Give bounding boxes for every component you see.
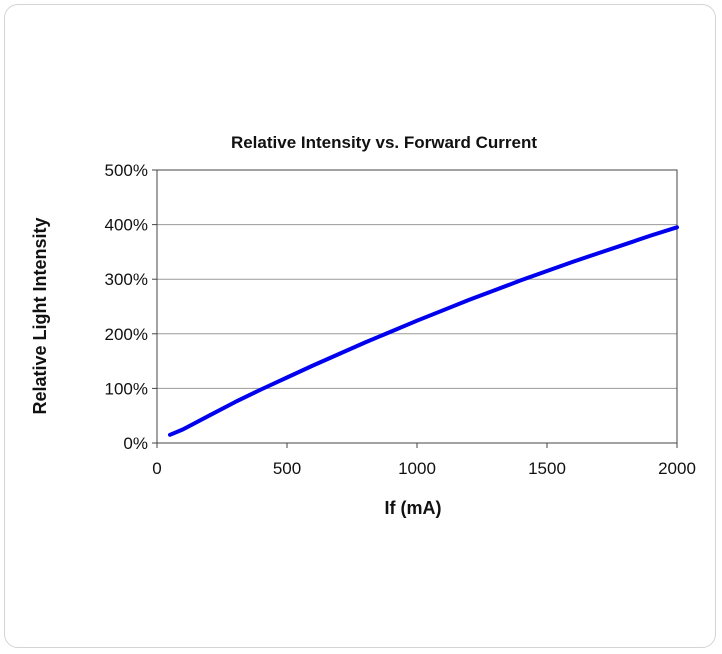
y-tick-label: 100%	[105, 379, 148, 398]
y-tick-label: 200%	[105, 325, 148, 344]
y-axis-label: Relative Light Intensity	[30, 217, 50, 414]
grid-lines	[157, 224, 677, 389]
x-tick-label: 2000	[658, 459, 696, 478]
y-tick-label: 0%	[123, 434, 148, 453]
y-tick-label: 500%	[105, 161, 148, 180]
series-line	[168, 225, 679, 437]
y-axis-ticks: 0% 100% 200% 300% 400% 500%	[105, 161, 157, 453]
x-tick-label: 1500	[528, 459, 566, 478]
x-tick-label: 0	[152, 459, 161, 478]
chart-title: Relative Intensity vs. Forward Current	[231, 133, 537, 152]
x-axis-ticks: 0 500 1000 1500 2000	[152, 443, 696, 478]
y-tick-label: 300%	[105, 270, 148, 289]
x-axis-label: If (mA)	[385, 498, 442, 518]
x-tick-label: 500	[273, 459, 301, 478]
x-tick-label: 1000	[398, 459, 436, 478]
chart-card	[4, 4, 716, 648]
y-tick-label: 400%	[105, 216, 148, 235]
